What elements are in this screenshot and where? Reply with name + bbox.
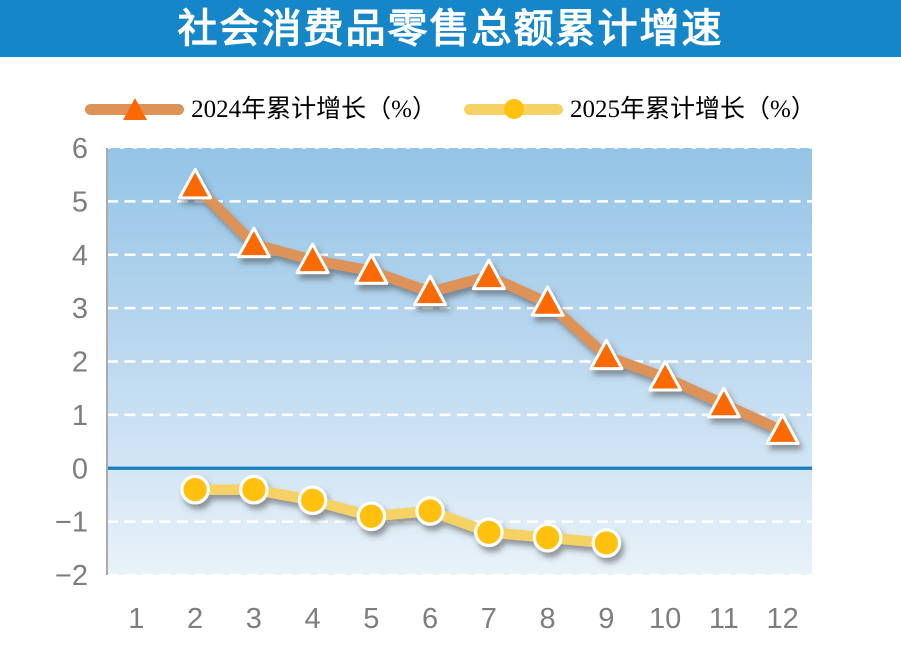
data-point-m4	[295, 242, 330, 275]
data-point-m7	[474, 517, 504, 548]
data-point-m3	[239, 474, 269, 505]
x-tick-label-9: 9	[598, 603, 614, 635]
data-point-m2	[180, 474, 210, 505]
x-tick-label-12: 12	[766, 603, 798, 635]
data-point-m8	[530, 285, 565, 317]
y-tick-label-3: 3	[72, 293, 88, 325]
triangle-icon	[122, 98, 147, 120]
data-point-m3	[236, 226, 271, 259]
x-tick-label-8: 8	[540, 603, 556, 635]
data-point-m6	[413, 274, 448, 307]
x-tick-label-5: 5	[363, 603, 379, 635]
legend-label-2024: 2024年累计增长（%）	[191, 95, 437, 123]
legend-item-2025: 2025年累计增长（%）	[464, 97, 816, 122]
data-point-m10	[648, 360, 683, 392]
chart-legend: 2024年累计增长（%） 2025年累计增长（%）	[0, 90, 901, 128]
series-2024	[178, 167, 800, 445]
title-bar: 社会消费品零售总额累计增速	[0, 0, 901, 57]
data-point-m12	[765, 413, 800, 445]
data-point-m9	[591, 528, 622, 558]
x-tick-label-6: 6	[422, 603, 438, 635]
y-tick-label-4: 4	[72, 240, 88, 272]
page-title: 社会消费品零售总额累计增速	[177, 6, 724, 51]
data-point-m8	[532, 522, 563, 553]
data-point-m5	[356, 501, 387, 532]
x-tick-label-4: 4	[305, 603, 321, 635]
y-tick-label-2: 2	[72, 347, 88, 379]
legend-item-2024: 2024年累计增长（%）	[85, 97, 437, 122]
y-tick-label-5: 5	[72, 186, 88, 218]
legend-line-2024	[85, 98, 185, 120]
data-point-m11	[706, 386, 741, 419]
data-point-m7	[471, 258, 506, 291]
series-2025	[180, 474, 622, 558]
data-point-m4	[297, 485, 328, 516]
x-tick-label-1: 1	[128, 603, 144, 635]
x-tick-label-7: 7	[481, 603, 497, 635]
x-tick-label-3: 3	[246, 603, 262, 635]
legend-line-2025	[464, 99, 563, 119]
x-tick-label-11: 11	[709, 603, 739, 635]
y-tick-label--1: −1	[55, 507, 88, 539]
legend-label-2025: 2025年累计增长（%）	[570, 95, 816, 123]
x-tick-label-10: 10	[649, 603, 681, 635]
y-tick-label--2: −2	[55, 560, 88, 592]
data-point-m6	[415, 496, 445, 526]
circle-icon	[503, 99, 524, 119]
data-point-m5	[354, 253, 389, 285]
y-tick-label-1: 1	[72, 400, 88, 432]
y-tick-label-6: 6	[72, 133, 88, 165]
x-tick-label-2: 2	[187, 603, 203, 635]
data-point-m2	[178, 167, 213, 200]
y-tick-label-0: 0	[72, 453, 88, 485]
data-point-m9	[589, 338, 624, 371]
